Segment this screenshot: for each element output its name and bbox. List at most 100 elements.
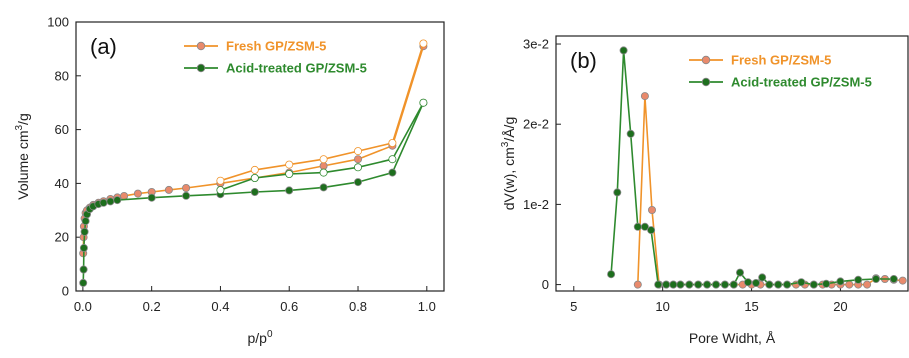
b-points-point bbox=[863, 280, 872, 289]
a-desorption-point bbox=[285, 160, 294, 169]
chart-a-x-label-sup: 0 bbox=[267, 329, 273, 340]
a-desorption-point bbox=[388, 138, 397, 147]
b-points-point bbox=[809, 280, 818, 289]
a-desorption-point bbox=[353, 147, 362, 156]
a-x-tick-label: 0.6 bbox=[280, 299, 298, 314]
chart-b-panel-label: (b) bbox=[570, 48, 597, 73]
a-adsorption-point bbox=[319, 161, 328, 170]
a-y-tick-label: 100 bbox=[47, 15, 69, 30]
b-points-point bbox=[720, 280, 729, 289]
a-adsorption-point bbox=[319, 183, 328, 192]
a-desorption-point bbox=[285, 169, 294, 178]
a-adsorption-point bbox=[250, 187, 259, 196]
b-points-point bbox=[822, 279, 831, 288]
a-adsorption-point bbox=[182, 183, 191, 192]
a-desorption-point bbox=[353, 163, 362, 172]
chart-a-y-label-tail: /g bbox=[15, 113, 31, 125]
chart-a-y-label-sup: 3 bbox=[14, 125, 25, 131]
b-points-point bbox=[613, 188, 622, 197]
a-adsorption-point bbox=[79, 265, 88, 274]
a-adsorption-point bbox=[106, 197, 115, 206]
b-points-point bbox=[685, 280, 694, 289]
b-y-tick-label: 3e-2 bbox=[523, 37, 549, 52]
chart-a-x-axis-label: p/p0 bbox=[247, 329, 272, 346]
b-points-point bbox=[640, 92, 649, 101]
chart-b-x-ticks: 5 10 15 20 bbox=[570, 286, 848, 314]
a-legend-label: Fresh GP/ZSM-5 bbox=[226, 39, 326, 54]
b-points-point bbox=[845, 280, 854, 289]
b-points-point bbox=[797, 278, 806, 287]
a-adsorption-point bbox=[80, 227, 89, 236]
b-points-point bbox=[647, 226, 656, 235]
a-adsorption-line-0 bbox=[82, 45, 425, 254]
b-points-point bbox=[774, 280, 783, 289]
chart-b-y-axis-label: dV(w), cm3/Å/g bbox=[500, 117, 517, 210]
chart-b-y-ticks: 0 1e-2 2e-2 3e-2 bbox=[523, 37, 561, 292]
b-points-point bbox=[703, 280, 712, 289]
b-points-point bbox=[619, 46, 628, 55]
a-x-tick-label: 1.0 bbox=[418, 299, 436, 314]
chart-b-plot-frame bbox=[555, 35, 909, 292]
a-desorption-point bbox=[419, 39, 428, 48]
b-points-point bbox=[694, 280, 703, 289]
a-desorption-point bbox=[419, 98, 428, 107]
a-x-tick-label: 0.4 bbox=[211, 299, 229, 314]
chart-b-x-axis-label: Pore Widht, Å bbox=[689, 330, 776, 346]
a-adsorption-point bbox=[79, 278, 88, 287]
b-points-point bbox=[607, 270, 616, 279]
b-points-point bbox=[633, 222, 642, 231]
b-points-point bbox=[736, 268, 745, 277]
a-desorption-point bbox=[250, 165, 259, 174]
a-y-tick-label: 80 bbox=[55, 68, 69, 83]
b-points-point bbox=[648, 205, 657, 214]
a-desorption-point bbox=[250, 173, 259, 182]
a-y-tick-label: 0 bbox=[62, 284, 69, 299]
b-points-point bbox=[872, 274, 881, 283]
b-y-tick-label: 0 bbox=[542, 277, 549, 292]
b-points-point bbox=[836, 277, 845, 286]
chart-a-x-ticks: 0.0 0.2 0.4 0.6 0.8 1.0 bbox=[74, 286, 436, 314]
b-points-point bbox=[729, 280, 738, 289]
b-points-line-0 bbox=[637, 96, 903, 286]
a-adsorption-point bbox=[147, 193, 156, 202]
a-legend-swatch-marker bbox=[196, 63, 206, 73]
b-points-point bbox=[898, 276, 907, 285]
a-adsorption-point bbox=[99, 198, 108, 207]
b-points-point bbox=[752, 278, 761, 287]
b-x-tick-label: 5 bbox=[570, 299, 577, 314]
a-desorption-point bbox=[216, 186, 225, 195]
a-desorption-point bbox=[319, 155, 328, 164]
a-legend-label: Acid-treated GP/ZSM-5 bbox=[226, 61, 367, 76]
chart-a-y-label-main: Volume cm bbox=[15, 131, 31, 200]
a-legend-swatch-marker bbox=[196, 41, 206, 51]
isotherm-chart: 0 20 40 60 80 100 0.0 0.2 0.4 0.6 0.8 1.0 (a) Fres… bbox=[14, 15, 445, 346]
chart-b-series bbox=[607, 46, 907, 289]
b-points-point bbox=[744, 278, 753, 287]
a-desorption-point bbox=[388, 155, 397, 164]
chart-a-y-axis-label: Volume cm3/g bbox=[14, 113, 31, 200]
b-legend-swatch-marker bbox=[701, 77, 711, 87]
b-points-point bbox=[783, 280, 792, 289]
b-points-point bbox=[640, 222, 649, 231]
chart-a-legend: Fresh GP/ZSM-5 Acid-treated GP/ZSM-5 bbox=[184, 39, 367, 76]
a-y-tick-label: 60 bbox=[55, 122, 69, 137]
b-points-point bbox=[676, 280, 685, 289]
chart-a-plot-frame bbox=[75, 21, 445, 292]
b-series-1 bbox=[607, 46, 898, 289]
a-desorption-point bbox=[319, 168, 328, 177]
b-x-tick-label: 10 bbox=[655, 299, 669, 314]
chart-a-panel-label: (a) bbox=[90, 34, 117, 59]
a-adsorption-point bbox=[81, 217, 90, 226]
b-points-point bbox=[633, 280, 642, 289]
a-y-tick-label: 20 bbox=[55, 230, 69, 245]
chart-b-y-label-tail: /Å/g bbox=[501, 117, 517, 142]
b-points-point bbox=[712, 280, 721, 289]
a-adsorption-point bbox=[285, 186, 294, 195]
b-legend-label: Fresh GP/ZSM-5 bbox=[731, 53, 831, 68]
a-adsorption-point bbox=[133, 189, 142, 198]
a-series-1 bbox=[79, 98, 428, 287]
b-points-point bbox=[765, 280, 774, 289]
chart-a-x-label-main: p/p bbox=[247, 330, 267, 346]
a-adsorption-point bbox=[113, 196, 122, 205]
